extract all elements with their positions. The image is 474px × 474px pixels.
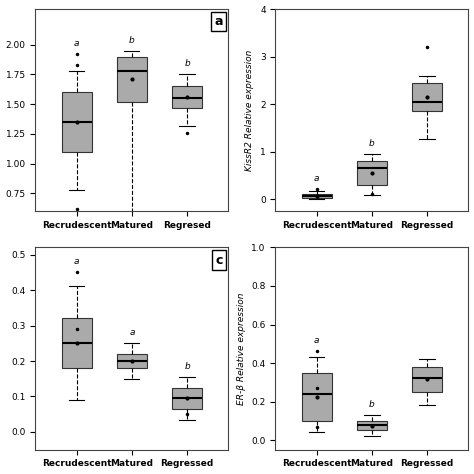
PathPatch shape — [117, 354, 147, 368]
Text: b: b — [129, 36, 135, 45]
Text: a: a — [129, 328, 135, 337]
Text: b: b — [184, 362, 190, 371]
PathPatch shape — [172, 86, 202, 108]
PathPatch shape — [301, 373, 332, 421]
PathPatch shape — [172, 388, 202, 409]
Text: c: c — [215, 254, 223, 266]
PathPatch shape — [357, 161, 387, 185]
Text: b: b — [184, 59, 190, 68]
PathPatch shape — [412, 367, 442, 392]
Text: a: a — [74, 257, 80, 266]
PathPatch shape — [357, 421, 387, 430]
Y-axis label: KissR2 Relative expression: KissR2 Relative expression — [246, 49, 255, 171]
PathPatch shape — [62, 319, 92, 368]
Y-axis label: ER-β Relative expression: ER-β Relative expression — [237, 292, 246, 405]
Text: b: b — [369, 400, 375, 409]
PathPatch shape — [301, 194, 332, 199]
Text: a: a — [314, 174, 319, 183]
Text: a: a — [214, 15, 223, 28]
PathPatch shape — [62, 92, 92, 152]
Text: b: b — [369, 139, 375, 148]
Text: a: a — [74, 39, 80, 48]
Text: a: a — [314, 337, 319, 346]
PathPatch shape — [117, 57, 147, 102]
PathPatch shape — [412, 83, 442, 111]
